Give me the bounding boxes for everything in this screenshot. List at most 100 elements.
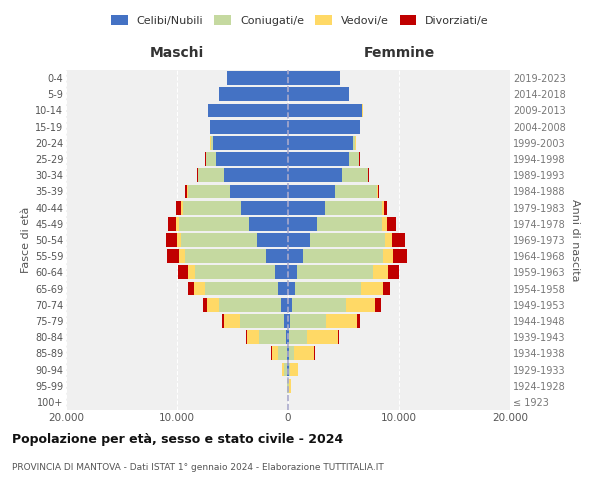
Bar (295, 346, 314, 360)
Bar (176, 200, 181, 214)
Bar (240, 314, 284, 328)
Bar (219, 88, 288, 101)
Bar (290, 362, 298, 376)
Y-axis label: Fasce di età: Fasce di età (20, 207, 31, 273)
Bar (303, 250, 383, 263)
Bar (282, 362, 284, 376)
Bar (257, 233, 288, 247)
Bar (212, 136, 288, 149)
Bar (178, 266, 188, 280)
Bar (378, 184, 379, 198)
Bar (187, 184, 188, 198)
Bar (188, 282, 194, 296)
Bar (168, 217, 176, 230)
Bar (361, 282, 383, 296)
Bar (374, 298, 380, 312)
Bar (288, 346, 289, 360)
Bar (287, 362, 288, 376)
Bar (224, 314, 240, 328)
Bar (289, 362, 290, 376)
Bar (288, 104, 362, 118)
Bar (287, 346, 288, 360)
Bar (307, 330, 338, 344)
Bar (203, 298, 207, 312)
Bar (227, 71, 288, 85)
Text: Maschi: Maschi (150, 46, 204, 60)
Bar (219, 298, 281, 312)
Bar (208, 104, 288, 118)
Bar (353, 136, 355, 149)
Bar (349, 152, 359, 166)
Bar (288, 120, 360, 134)
Bar (288, 71, 340, 85)
Bar (288, 184, 335, 198)
Bar (222, 314, 224, 328)
Bar (289, 379, 290, 392)
Bar (249, 217, 288, 230)
Bar (289, 330, 307, 344)
Bar (288, 233, 310, 247)
Bar (297, 266, 373, 280)
Bar (272, 346, 278, 360)
Bar (176, 217, 179, 230)
Bar (385, 233, 392, 247)
Bar (275, 266, 288, 280)
Bar (383, 282, 390, 296)
Bar (216, 152, 288, 166)
Bar (179, 217, 249, 230)
Bar (185, 250, 266, 263)
Bar (346, 298, 374, 312)
Bar (288, 330, 289, 344)
Bar (338, 330, 339, 344)
Bar (385, 200, 388, 214)
Bar (288, 168, 343, 182)
Bar (206, 152, 216, 166)
Text: Popolazione per età, sesso e stato civile - 2024: Popolazione per età, sesso e stato civil… (12, 432, 343, 446)
Bar (281, 298, 288, 312)
Bar (288, 217, 317, 230)
Bar (288, 314, 290, 328)
Bar (278, 346, 287, 360)
Bar (288, 266, 297, 280)
Legend: Celibi/Nubili, Coniugati/e, Vedovi/e, Divorziati/e: Celibi/Nubili, Coniugati/e, Vedovi/e, Di… (107, 10, 493, 30)
Bar (394, 250, 407, 263)
Bar (288, 136, 353, 149)
Bar (195, 266, 275, 280)
Bar (386, 217, 396, 230)
Bar (288, 250, 303, 263)
Bar (357, 314, 360, 328)
Bar (188, 184, 230, 198)
Bar (377, 184, 378, 198)
Bar (290, 314, 326, 328)
Bar (343, 168, 368, 182)
Bar (210, 120, 288, 134)
Bar (289, 346, 295, 360)
Bar (317, 217, 382, 230)
Bar (310, 233, 385, 247)
Bar (167, 250, 179, 263)
Bar (373, 266, 388, 280)
Bar (266, 250, 288, 263)
Bar (292, 298, 346, 312)
Bar (177, 233, 181, 247)
Bar (224, 168, 288, 182)
Text: Femmine: Femmine (364, 46, 434, 60)
Bar (392, 233, 404, 247)
Bar (325, 200, 382, 214)
Text: PROVINCIA DI MANTOVA - Dati ISTAT 1° gennaio 2024 - Elaborazione TUTTITALIA.IT: PROVINCIA DI MANTOVA - Dati ISTAT 1° gen… (12, 463, 384, 472)
Bar (284, 314, 288, 328)
Bar (326, 314, 357, 328)
Bar (383, 250, 394, 263)
Bar (259, 330, 286, 344)
Bar (335, 184, 377, 198)
Bar (211, 136, 212, 149)
Bar (166, 233, 177, 247)
Bar (241, 200, 288, 214)
Y-axis label: Anni di nascita: Anni di nascita (570, 198, 580, 281)
Bar (247, 330, 259, 344)
Bar (288, 298, 292, 312)
Bar (198, 168, 224, 182)
Bar (284, 362, 287, 376)
Bar (288, 282, 295, 296)
Bar (181, 200, 182, 214)
